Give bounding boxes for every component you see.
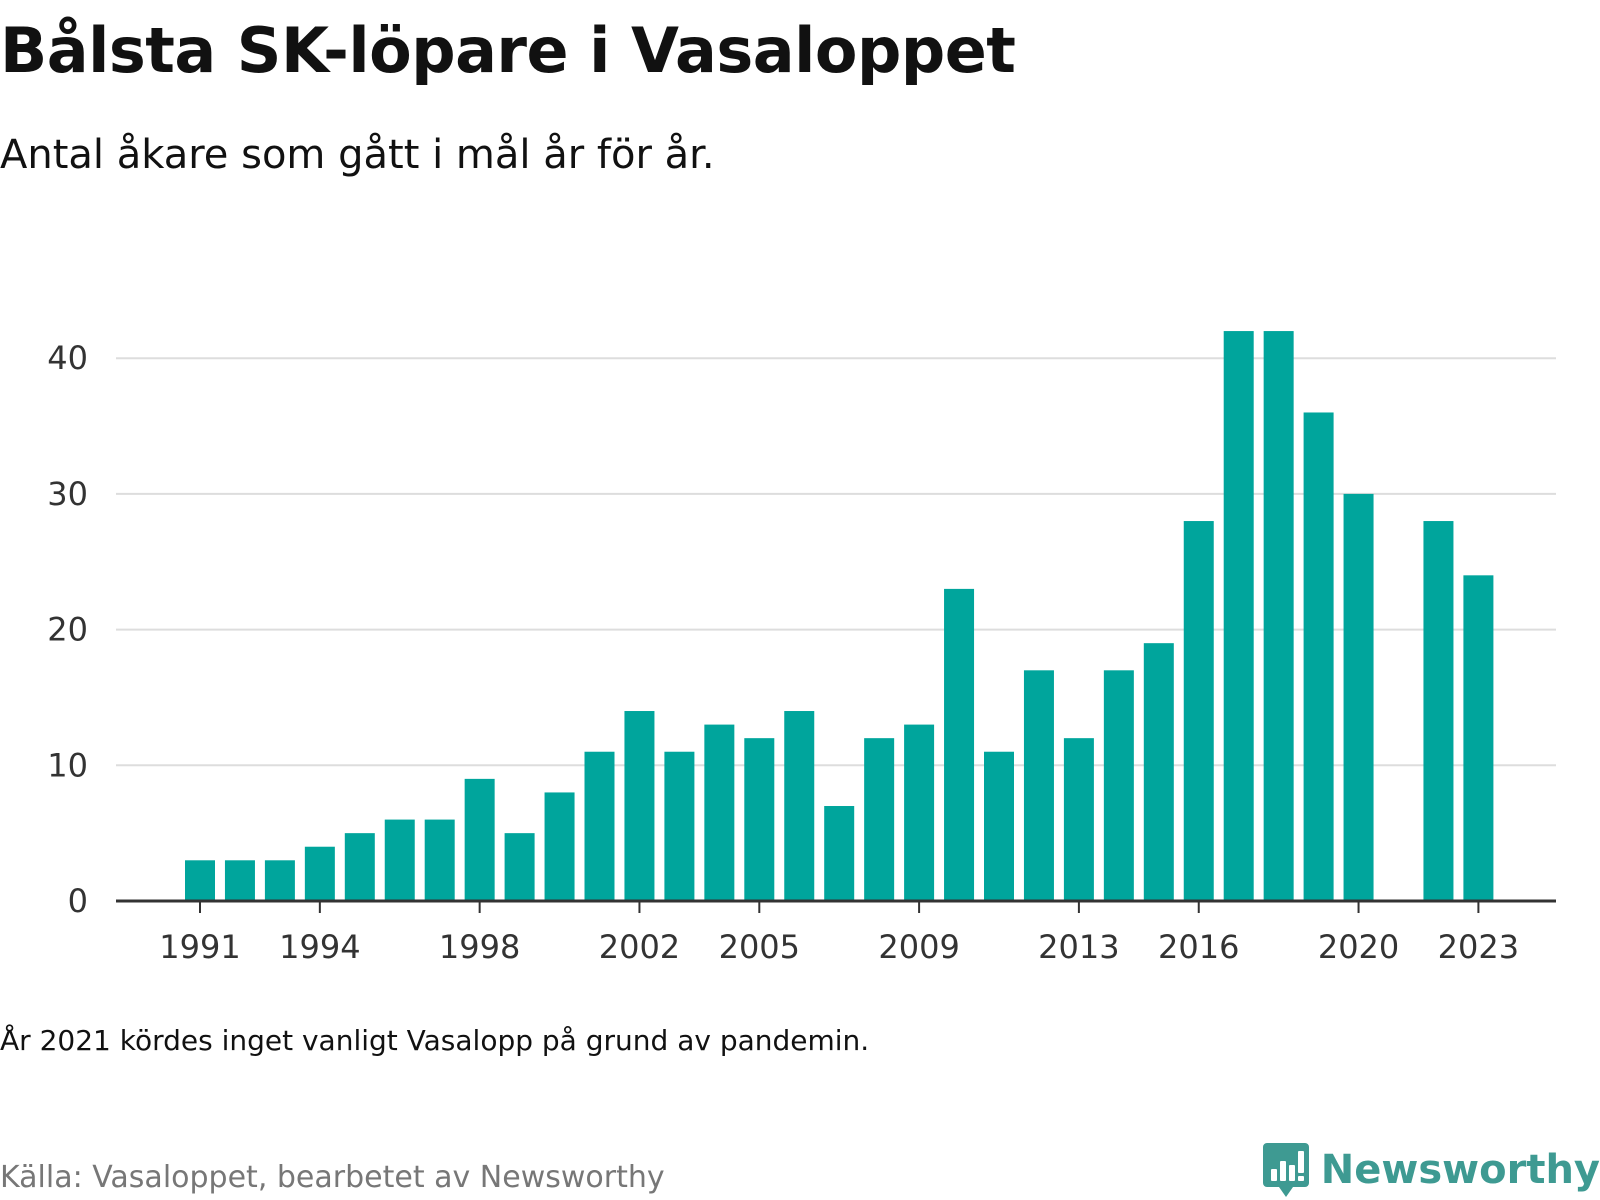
x-tick-label: 2005	[719, 928, 800, 966]
bar	[504, 833, 535, 901]
bar	[304, 846, 335, 901]
bar	[744, 738, 775, 901]
bar	[464, 778, 495, 901]
bar-chart: 0 10 20 30 40 1991 1994 1998 2002 2005 2009 2013 20…	[47, 331, 1556, 966]
x-tick-label: 2020	[1318, 928, 1399, 966]
bar	[1423, 521, 1454, 901]
bar	[784, 711, 815, 901]
y-tick-label: 40	[47, 339, 88, 377]
x-tick-label: 2016	[1158, 928, 1239, 966]
brand-logo: Newsworthy	[1262, 1142, 1600, 1198]
bars	[185, 331, 1494, 901]
x-tick-labels: 1991 1994 1998 2002 2005 2009 2013 2016 2020 2023	[159, 928, 1519, 966]
bar	[624, 711, 655, 901]
bar	[1263, 331, 1294, 901]
bar	[944, 588, 975, 901]
bar	[1103, 670, 1134, 901]
footnote: År 2021 kördes inget vanligt Vasalopp på…	[0, 1024, 870, 1057]
x-axis	[116, 899, 1556, 913]
bar	[1303, 412, 1334, 901]
brand-name: Newsworthy	[1320, 1147, 1600, 1193]
y-tick-label: 10	[47, 746, 88, 784]
bar	[1463, 575, 1494, 901]
bar	[544, 792, 575, 901]
bar	[424, 819, 455, 901]
bar	[1143, 643, 1174, 901]
source-credit: Källa: Vasaloppet, bearbetet av Newswort…	[0, 1160, 665, 1195]
bar	[1223, 331, 1254, 901]
bar	[904, 724, 935, 901]
x-tick-label: 2009	[878, 928, 959, 966]
y-tick-label: 20	[47, 611, 88, 649]
bar	[1063, 738, 1094, 901]
bar	[1343, 493, 1374, 901]
bar	[384, 819, 415, 901]
x-tick-label: 1998	[439, 928, 520, 966]
bar	[344, 833, 375, 901]
y-tick-labels: 0 10 20 30 40	[47, 339, 88, 920]
chart-title: Bålsta SK-löpare i Vasaloppet	[0, 14, 1016, 87]
bar	[864, 738, 895, 901]
bar	[704, 724, 735, 901]
bar	[264, 860, 295, 901]
newsworthy-bar-chart-icon	[1262, 1143, 1309, 1197]
bar	[1183, 521, 1214, 901]
bar	[824, 806, 855, 901]
x-tick-label: 2023	[1438, 928, 1519, 966]
bar	[185, 860, 215, 901]
x-tick-label: 2002	[599, 928, 680, 966]
chart-subtitle: Antal åkare som gått i mål år för år.	[0, 132, 715, 178]
x-tick-label: 1994	[279, 928, 360, 966]
y-tick-label: 30	[47, 475, 88, 513]
bar	[584, 751, 615, 901]
bar	[664, 751, 695, 901]
bar	[224, 860, 255, 901]
x-tick-label: 2013	[1038, 928, 1119, 966]
grid-lines	[116, 357, 1556, 767]
y-tick-label: 0	[68, 882, 88, 920]
bar	[1023, 670, 1054, 901]
x-tick-label: 1991	[159, 928, 240, 966]
bar	[984, 751, 1014, 901]
